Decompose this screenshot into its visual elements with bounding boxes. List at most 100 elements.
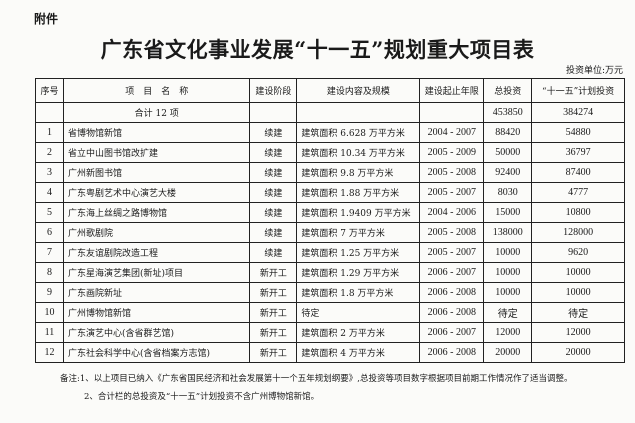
construction-years: 2006 - 2008	[419, 342, 485, 363]
notes: 备注:1、以上项目已纳入《广东省国民经济和社会发展第十一个五年规划纲要》,总投资…	[60, 370, 572, 406]
construction-content: 建筑面积 1.29 万平方米	[296, 262, 421, 283]
header-index: 序号	[35, 78, 64, 103]
construction-years: 2005 - 2007	[419, 182, 485, 203]
plan-investment: 10000	[531, 262, 625, 283]
project-name: 广东演艺中心(含省群艺馆)	[62, 322, 251, 343]
construction-stage: 新开工	[249, 342, 298, 363]
construction-stage: 新开工	[249, 262, 298, 283]
project-name: 广东海上丝绸之路博物馆	[62, 202, 251, 223]
total-investment: 10000	[483, 282, 533, 303]
page-title: 广东省文化事业发展“十一五”规划重大项目表	[100, 37, 535, 62]
row-index: 8	[35, 262, 64, 283]
construction-stage: 续建	[249, 242, 298, 263]
project-name: 广东粤剧艺术中心演艺大楼	[62, 182, 251, 203]
project-name: 省博物馆新馆	[62, 122, 251, 143]
construction-years: 2005 - 2007	[419, 242, 485, 263]
total-investment: 88420	[483, 122, 533, 143]
table-row: 8 广东星海演艺集团(新址)项目 新开工 建筑面积 1.29 万平方米 2006 - 2…	[35, 262, 625, 283]
construction-content: 建筑面积 1.88 万平方米	[296, 182, 421, 203]
construction-content: 建筑面积 1.8 万平方米	[296, 282, 421, 303]
table-row: 4 广东粤剧艺术中心演艺大楼 续建 建筑面积 1.88 万平方米 2005 - 2007…	[35, 182, 625, 203]
construction-content: 待定	[296, 302, 421, 323]
project-name: 广东社会科学中心(含省档案方志馆)	[62, 342, 251, 363]
project-name: 广州新图书馆	[62, 162, 251, 183]
construction-years: 2006 - 2008	[419, 282, 485, 303]
note-1: 备注:1、以上项目已纳入《广东省国民经济和社会发展第十一个五年规划纲要》,总投资…	[60, 374, 573, 384]
note-2: 2、合计栏的总投资及“十一五”计划投资不含广州博物馆新馆。	[84, 392, 320, 402]
total-index	[35, 102, 64, 123]
construction-years: 2005 - 2009	[419, 142, 485, 163]
plan-investment: 20000	[531, 342, 625, 363]
row-index: 1	[35, 122, 64, 143]
total-investment: 待定	[483, 302, 533, 323]
header-total: 总投资	[483, 78, 533, 103]
construction-years: 2006 - 2008	[419, 302, 485, 323]
plan-investment: 10000	[531, 282, 625, 303]
row-index: 5	[35, 202, 64, 223]
construction-stage: 新开工	[249, 322, 298, 343]
construction-years: 2005 - 2008	[419, 162, 485, 183]
table-row: 10 广州博物馆新馆 新开工 待定 2006 - 2008 待定 待定	[35, 302, 625, 323]
construction-years: 2006 - 2007	[419, 262, 485, 283]
total-investment: 12000	[483, 322, 533, 343]
total-row: 合计 12 项 453850 384274	[35, 102, 625, 123]
plan-investment: 9620	[531, 242, 625, 263]
header-years: 建设起止年限	[419, 78, 485, 103]
project-name: 广东画院新址	[62, 282, 251, 303]
construction-years: 2004 - 2007	[419, 122, 485, 143]
plan-investment: 10800	[531, 202, 625, 223]
construction-stage: 续建	[249, 182, 298, 203]
table-row: 1 省博物馆新馆 续建 建筑面积 6.628 万平方米 2004 - 2007 88420…	[35, 122, 625, 143]
construction-content: 建筑面积 7 万平方米	[296, 222, 421, 243]
row-index: 6	[35, 222, 64, 243]
total-investment: 10000	[483, 262, 533, 283]
construction-content: 建筑面积 9.8 万平方米	[296, 162, 421, 183]
construction-stage: 续建	[249, 122, 298, 143]
construction-years: 2005 - 2008	[419, 222, 485, 243]
construction-content: 建筑面积 2 万平方米	[296, 322, 421, 343]
row-index: 3	[35, 162, 64, 183]
construction-content: 建筑面积 6.628 万平方米	[296, 122, 421, 143]
total-investment: 50000	[483, 142, 533, 163]
table-header-row: 序号 项 目 名 称 建设阶段 建设内容及规模 建设起止年限 总投资 “十一五”…	[35, 78, 625, 103]
plan-investment: 36797	[531, 142, 625, 163]
unit-label: 投资单位:万元	[565, 66, 623, 76]
header-content: 建设内容及规模	[296, 78, 421, 103]
table-row: 11 广东演艺中心(含省群艺馆) 新开工 建筑面积 2 万平方米 2006 - 2007…	[35, 322, 625, 343]
row-index: 2	[35, 142, 64, 163]
total-investment: 8030	[483, 182, 533, 203]
project-name: 广州博物馆新馆	[62, 302, 251, 323]
plan-investment: 4777	[531, 182, 625, 203]
construction-stage: 续建	[249, 162, 298, 183]
construction-stage: 新开工	[249, 282, 298, 303]
construction-stage: 续建	[249, 222, 298, 243]
total-investment: 15000	[483, 202, 533, 223]
plan-investment: 128000	[531, 222, 625, 243]
construction-years: 2004 - 2006	[419, 202, 485, 223]
attachment-label: 附件	[34, 12, 59, 26]
total-plan: 384274	[531, 102, 625, 123]
plan-investment: 待定	[531, 302, 625, 323]
total-investment: 92400	[483, 162, 533, 183]
construction-stage: 新开工	[249, 302, 298, 323]
project-name: 省立中山图书馆改扩建	[62, 142, 251, 163]
construction-content: 建筑面积 1.9409 万平方米	[296, 202, 421, 223]
header-name: 项 目 名 称	[62, 78, 251, 103]
table-row: 7 广东友谊剧院改造工程 续建 建筑面积 1.25 万平方米 2005 - 2007 10…	[35, 242, 625, 263]
plan-investment: 12000	[531, 322, 625, 343]
table-row: 9 广东画院新址 新开工 建筑面积 1.8 万平方米 2006 - 2008 10000 1…	[35, 282, 625, 303]
row-index: 4	[35, 182, 64, 203]
plan-investment: 87400	[531, 162, 625, 183]
construction-content: 建筑面积 1.25 万平方米	[296, 242, 421, 263]
header-plan: “十一五”计划投资	[531, 78, 625, 103]
table-row: 5 广东海上丝绸之路博物馆 续建 建筑面积 1.9409 万平方米 2004 - 200…	[35, 202, 625, 223]
row-index: 9	[35, 282, 64, 303]
project-name: 广东星海演艺集团(新址)项目	[62, 262, 251, 283]
table-row: 12 广东社会科学中心(含省档案方志馆) 新开工 建筑面积 4 万平方米 2006 - …	[35, 342, 625, 363]
construction-content: 建筑面积 10.34 万平方米	[296, 142, 421, 163]
table-row: 3 广州新图书馆 续建 建筑面积 9.8 万平方米 2005 - 2008 92400 87…	[35, 162, 625, 183]
row-index: 10	[35, 302, 64, 323]
total-investment: 10000	[483, 242, 533, 263]
row-index: 7	[35, 242, 64, 263]
table-row: 2 省立中山图书馆改扩建 续建 建筑面积 10.34 万平方米 2005 - 2009 5…	[35, 142, 625, 163]
